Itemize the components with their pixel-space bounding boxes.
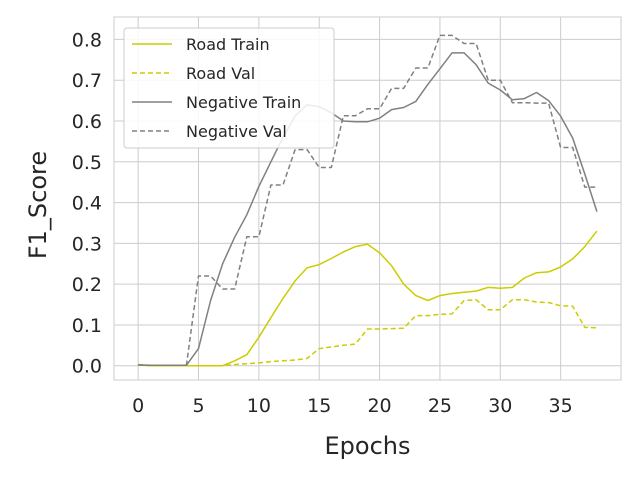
y-tick-label: 0.0 xyxy=(72,356,102,378)
x-tick-label: 10 xyxy=(247,395,271,417)
series-line-road-val xyxy=(138,298,597,367)
legend-label: Road Train xyxy=(186,35,270,54)
series-lines xyxy=(138,34,598,367)
x-axis-label: Epochs xyxy=(325,432,411,460)
y-axis-label: F1_Score xyxy=(24,151,52,259)
legend-label: Negative Train xyxy=(186,93,301,112)
x-tick-label: 35 xyxy=(549,395,573,417)
x-tick-label: 5 xyxy=(192,395,204,417)
legend-label: Road Val xyxy=(186,64,255,83)
y-tick-label: 0.6 xyxy=(72,111,102,133)
y-tick-label: 0.2 xyxy=(72,274,102,296)
x-tick-label: 20 xyxy=(367,395,391,417)
y-tick-label: 0.4 xyxy=(72,193,102,215)
x-tick-label: 0 xyxy=(132,395,144,417)
x-tick-label: 25 xyxy=(428,395,452,417)
legend: Road Train Road Val Negative Train Negative… xyxy=(123,27,335,149)
y-tick-label: 0.7 xyxy=(72,70,102,92)
legend-box xyxy=(123,27,335,149)
series-line-negative-train xyxy=(138,52,598,367)
y-tick-label: 0.1 xyxy=(72,315,102,337)
x-tick-label: 30 xyxy=(488,395,512,417)
x-tick-label: 15 xyxy=(307,395,331,417)
y-tick-label: 0.3 xyxy=(72,233,102,255)
x-tick-labels: 0 5 10 15 20 25 30 35 xyxy=(132,395,573,417)
y-tick-labels: 0.0 0.1 0.2 0.3 0.4 0.5 0.6 0.7 0.8 xyxy=(72,29,102,377)
y-tick-label: 0.8 xyxy=(72,29,102,51)
series-line-negative-val xyxy=(138,34,597,367)
y-tick-label: 0.5 xyxy=(72,152,102,174)
legend-label: Negative Val xyxy=(186,122,287,141)
